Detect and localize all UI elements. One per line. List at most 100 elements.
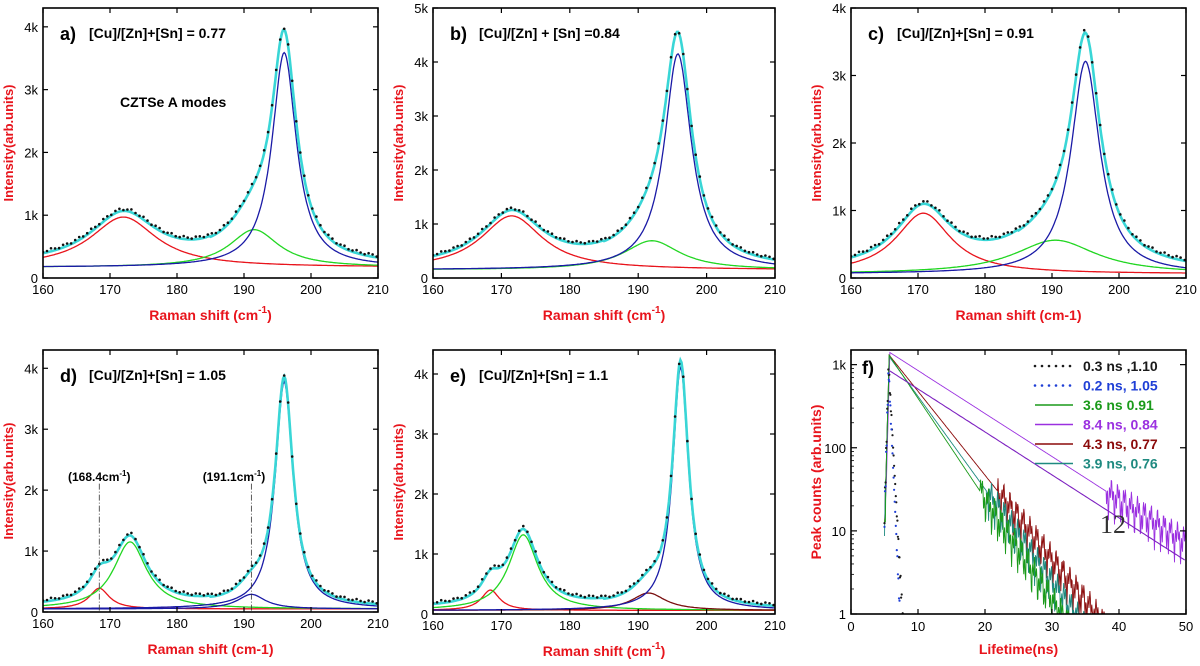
fit-envelope [43,27,378,259]
fit-envelope [851,31,1186,263]
fit-component-red [433,215,775,270]
data-point [690,124,693,128]
data-point [591,239,595,243]
data-point [1163,251,1166,254]
data-point [258,554,262,557]
y-tick-label: 1 [839,607,846,622]
x-tick-label: 200 [300,616,322,631]
data-point [620,227,624,230]
data-point [174,589,177,593]
data-point [974,235,977,238]
data-point [768,255,771,259]
data-point [698,553,702,556]
decay-point [883,522,886,525]
data-point [881,238,885,242]
decay-point [888,380,891,383]
x-tick-label: 30 [1045,619,1059,634]
x-axis-label-main: Raman shift (cm [543,643,652,659]
data-point [122,208,125,212]
y-tick-label: 1k [24,208,38,223]
data-point [542,570,546,574]
data-point [262,542,266,545]
x-tick-label: 160 [32,616,54,631]
data-point [258,164,262,168]
data-point [645,186,648,190]
data-point [226,221,230,224]
data-point [57,246,61,250]
data-point [150,223,153,226]
data-point [1123,219,1126,222]
data-point [476,585,480,588]
data-point [1058,163,1062,167]
data-point [994,235,997,239]
data-point [142,552,145,556]
data-point [53,247,57,250]
data-point [186,592,189,595]
plot-area [43,27,378,268]
decay-series-3 [884,351,1186,565]
y-tick-label: 0 [839,271,846,286]
data-point [162,230,165,234]
data-point [1022,224,1026,227]
data-point [1046,194,1050,197]
data-point [69,593,73,597]
data-point [735,244,738,248]
data-point [45,249,49,253]
data-point [1147,245,1150,248]
data-point [889,232,893,236]
data-point [686,439,689,443]
data-point [489,567,492,570]
data-point [497,213,501,216]
data-point [142,215,145,219]
data-point [869,245,873,249]
data-point [218,592,222,595]
data-point [468,237,472,240]
data-point [45,598,49,602]
data-point [182,590,185,593]
data-point [641,573,644,577]
data-point [1111,188,1114,191]
data-point [146,219,149,222]
y-tick-label: 4k [832,1,846,16]
data-point [154,224,157,227]
legend-swatch-dot [1033,384,1037,387]
data-point [505,556,509,559]
data-point [861,250,865,253]
data-point [517,209,521,212]
data-point [865,249,869,253]
data-point [513,538,517,542]
data-point [371,253,374,256]
data-point [665,516,669,519]
data-point [530,218,533,221]
data-point [85,580,89,584]
data-point [632,582,636,585]
data-point [698,175,702,178]
y-tick-label: 4k [414,55,428,70]
data-point [347,598,350,601]
data-point [719,231,722,234]
decay-point [898,556,901,559]
decay-point [896,519,899,522]
data-point [624,589,628,593]
data-point [649,565,652,569]
data-point [460,596,464,600]
decay-point [887,372,890,375]
x-axis-label-tail: ) [661,307,666,323]
data-point [632,211,636,214]
data-point [620,591,624,594]
data-point [286,43,290,46]
data-point [595,596,599,599]
data-point [81,585,85,589]
data-point [628,585,632,588]
x-axis-label-tail: ) [661,643,666,659]
data-point [677,362,681,366]
data-point [1082,28,1086,32]
legend-swatch-dot [1040,364,1044,368]
y-tick-label: 3k [414,109,428,124]
data-point [910,207,913,210]
data-point [170,586,173,589]
x-tick-label: 210 [764,618,786,633]
data-point [1098,123,1102,127]
data-point [563,588,566,592]
data-point [210,592,214,596]
